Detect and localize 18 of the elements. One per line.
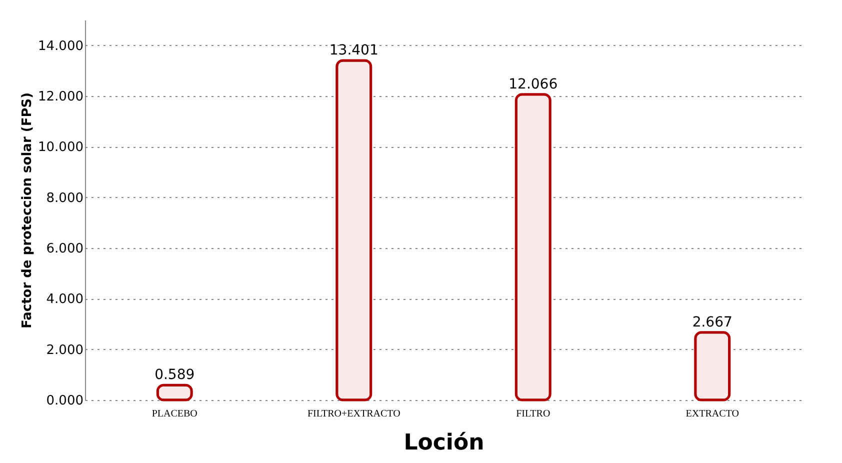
data-label: 13.401 bbox=[329, 42, 378, 59]
x-axis-title: Loción bbox=[404, 430, 484, 456]
y-tick-label: 14.000 bbox=[38, 38, 84, 54]
x-tick-label: EXTRACTO bbox=[686, 408, 739, 420]
data-label: 12.066 bbox=[508, 76, 558, 92]
data-label: 0.589 bbox=[154, 367, 195, 384]
y-tick-label: 10.000 bbox=[38, 140, 84, 156]
x-tick-label: FILTRO+EXTRACTO bbox=[307, 408, 400, 420]
y-axis-title: Factor de proteccion solar (FPS) bbox=[20, 92, 36, 329]
x-tick-label: PLACEBO bbox=[152, 408, 198, 420]
y-tick-label: 6.000 bbox=[46, 242, 84, 256]
y-tick-label: 0.000 bbox=[46, 394, 84, 408]
x-tick-label: FILTRO bbox=[516, 408, 550, 420]
y-tick-label: 8.000 bbox=[46, 190, 84, 206]
data-label: 2.667 bbox=[692, 314, 732, 330]
y-tick-label: 12.000 bbox=[38, 90, 84, 104]
y-tick-label: 4.000 bbox=[46, 292, 84, 308]
y-tick-label: 2.000 bbox=[46, 342, 84, 358]
